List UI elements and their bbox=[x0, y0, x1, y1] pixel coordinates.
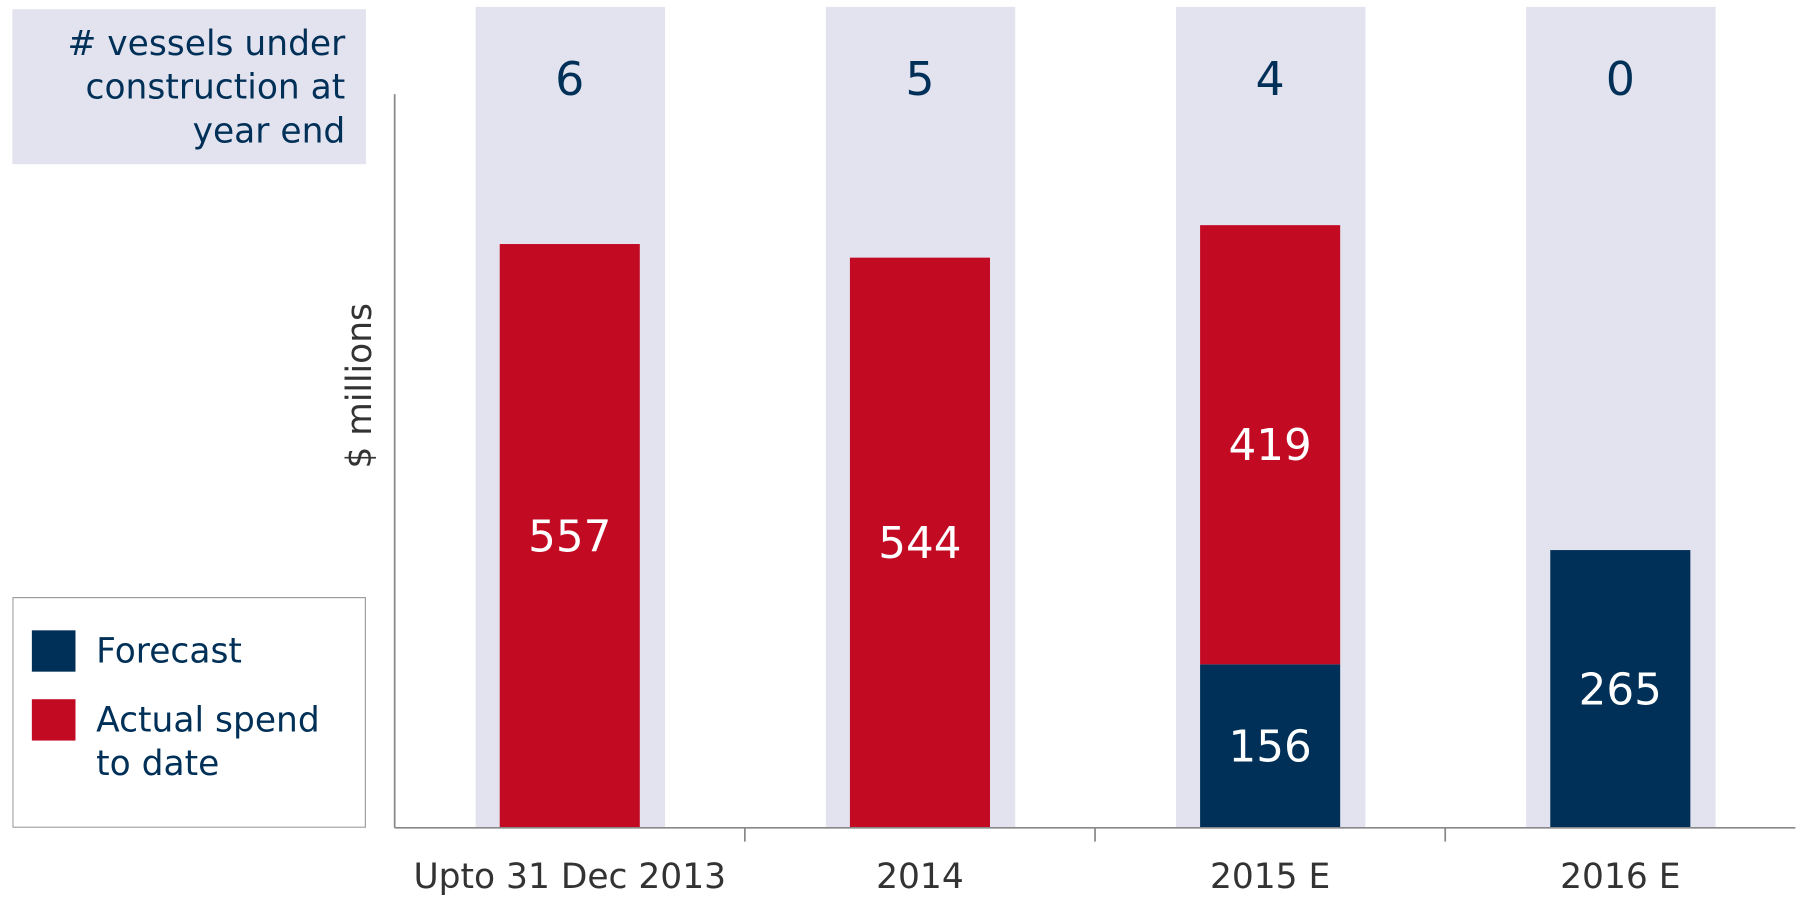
bar-segment bbox=[499, 244, 640, 828]
vessel-count: 4 bbox=[1256, 52, 1285, 106]
bar-segment bbox=[1200, 664, 1341, 828]
vessel-count: 0 bbox=[1606, 52, 1635, 106]
x-tick-label: 2015 E bbox=[1210, 857, 1330, 897]
legend-label: Forecast bbox=[96, 631, 242, 672]
x-tick-label: Upto 31 Dec 2013 bbox=[413, 857, 726, 897]
legend-label: Actual spend to date bbox=[96, 700, 320, 785]
value-label: 419 bbox=[1229, 421, 1312, 471]
vessel-count: 6 bbox=[555, 52, 584, 106]
header-box bbox=[12, 9, 366, 165]
vessel-count: 5 bbox=[905, 52, 934, 106]
value-label: 265 bbox=[1579, 665, 1662, 715]
y-axis-label: $ millions bbox=[340, 303, 380, 469]
legend: Forecast Actual spend to date bbox=[12, 597, 366, 828]
value-label: 156 bbox=[1229, 723, 1312, 773]
legend-holder: Forecast Actual spend to date bbox=[12, 597, 366, 828]
legend-swatch bbox=[31, 699, 76, 741]
bar-segment bbox=[1200, 225, 1341, 665]
legend-item: Forecast bbox=[31, 630, 347, 674]
legend-swatch bbox=[31, 630, 76, 672]
legend-item: Actual spend to date bbox=[31, 699, 347, 786]
x-tick-label: 2014 bbox=[876, 857, 964, 897]
header-holder: # vessels under construction at year end bbox=[67, 24, 346, 152]
bar-segment bbox=[849, 257, 990, 828]
x-tick-label: 2016 E bbox=[1560, 857, 1680, 897]
value-label: 544 bbox=[878, 519, 961, 569]
value-label: 557 bbox=[528, 512, 611, 562]
vessels-label: # vessels under construction at year end bbox=[67, 24, 346, 152]
bar-segment bbox=[1550, 550, 1691, 828]
